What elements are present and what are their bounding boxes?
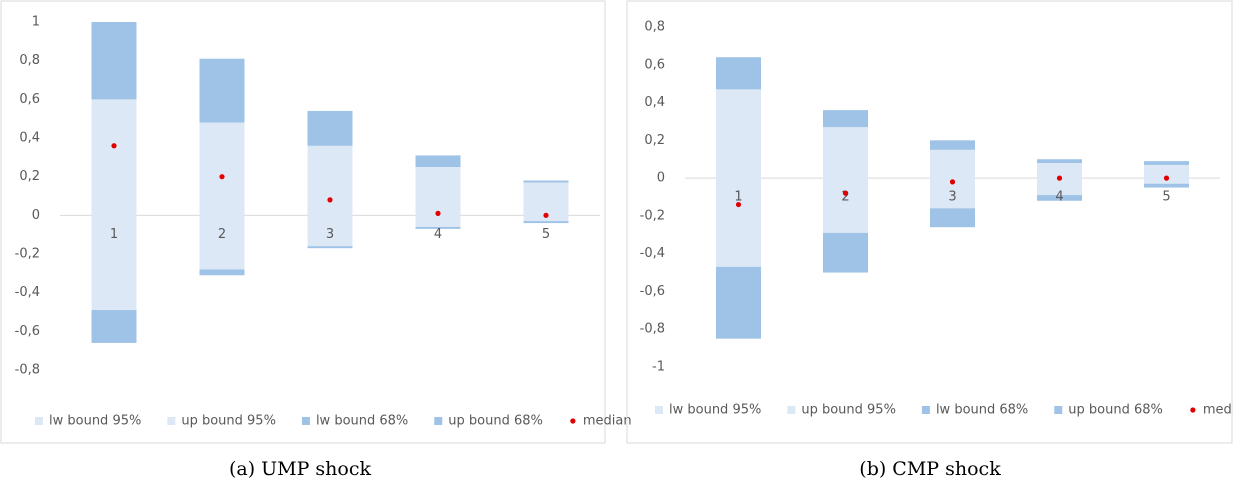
y-tick-label: 0 [657, 171, 665, 186]
y-tick-label: -1 [652, 360, 665, 375]
x-tick-label: 2 [218, 227, 226, 242]
caption: (b) CMP shock [859, 458, 1001, 480]
x-tick-label: 5 [542, 227, 550, 242]
x-tick-label: 1 [110, 227, 118, 242]
band-68 [716, 89, 761, 267]
y-tick-label: -0,4 [15, 285, 40, 300]
legend-label: up bound 68% [1068, 403, 1163, 418]
band-68 [823, 127, 868, 233]
legend-label: lw bound 68% [316, 414, 408, 429]
legend-label: up bound 68% [448, 414, 543, 429]
band-68 [199, 122, 245, 270]
legend-label: lw bound 95% [669, 403, 761, 418]
legend-marker [655, 406, 663, 414]
y-tick-label: 0 [32, 208, 40, 223]
x-tick-label: 3 [948, 190, 956, 205]
x-tick-label: 2 [841, 190, 849, 205]
median-dot [327, 197, 333, 203]
median-dot [735, 201, 742, 208]
band-68 [1144, 164, 1189, 184]
y-tick-label: 0,2 [19, 169, 40, 184]
y-tick-label: -0,6 [15, 324, 40, 339]
legend-label: lw bound 68% [936, 403, 1028, 418]
band-68 [930, 149, 975, 209]
median-dot [842, 190, 849, 196]
y-tick-label: -0,2 [640, 208, 665, 223]
x-tick-label: 3 [326, 227, 334, 242]
y-tick-label: 0,8 [19, 53, 40, 68]
y-tick-label: 0,4 [644, 95, 665, 110]
x-tick-label: 1 [734, 190, 742, 205]
legend-marker [570, 418, 576, 424]
median-dot [543, 212, 549, 218]
legend-label: up bound 95% [801, 403, 896, 418]
band-68 [415, 167, 461, 227]
band-68 [91, 99, 137, 311]
median-dot [949, 179, 956, 185]
legend-marker [787, 406, 796, 414]
median-dot [219, 174, 225, 180]
y-tick-label: -0,2 [15, 247, 40, 262]
legend-marker [1190, 407, 1196, 413]
y-tick-label: -0,4 [640, 246, 665, 261]
legend-label: median [1203, 403, 1233, 418]
caption: (a) UMP shock [229, 458, 372, 480]
x-tick-label: 5 [1162, 190, 1170, 205]
median-dot [111, 143, 117, 149]
median-dot [1163, 175, 1170, 181]
legend-label: median [583, 414, 632, 429]
y-tick-label: 0,8 [644, 20, 665, 35]
y-tick-label: 0,2 [644, 133, 665, 148]
chart-border [0, 0, 606, 444]
legend-label: lw bound 95% [49, 414, 141, 429]
x-tick-label: 4 [1055, 190, 1063, 205]
band-68 [307, 145, 353, 247]
y-tick-label: -0,8 [640, 322, 665, 337]
legend-label: up bound 95% [181, 414, 276, 429]
y-tick-label: 0,4 [19, 131, 40, 146]
y-tick-label: 0,6 [644, 57, 665, 72]
median-dot [1056, 175, 1063, 181]
y-tick-label: 0,6 [19, 92, 40, 107]
y-tick-label: 1 [32, 15, 40, 30]
legend-marker [921, 406, 930, 414]
legend-marker [167, 417, 176, 425]
legend-marker [301, 417, 310, 425]
chart-border [626, 0, 1233, 444]
legend-marker [1054, 406, 1063, 414]
y-tick-label: -0,6 [640, 284, 665, 299]
y-tick-label: -0,8 [15, 363, 40, 378]
legend-marker [434, 417, 443, 425]
legend-marker [35, 417, 43, 425]
x-tick-label: 4 [434, 227, 442, 242]
median-dot [435, 210, 441, 216]
